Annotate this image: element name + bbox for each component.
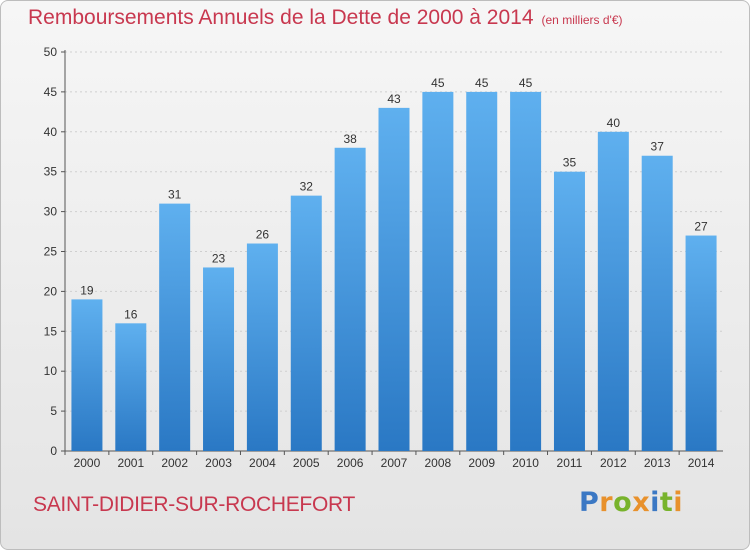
y-tick-label: 20 bbox=[44, 284, 58, 298]
logo-letter: r bbox=[599, 487, 614, 518]
bar bbox=[422, 91, 454, 452]
bar-value-label: 45 bbox=[519, 76, 533, 90]
bar bbox=[159, 203, 191, 451]
bar-value-label: 43 bbox=[387, 92, 401, 106]
y-tick-label: 15 bbox=[44, 324, 58, 338]
bar bbox=[115, 323, 147, 451]
bar bbox=[597, 131, 629, 452]
bar bbox=[290, 195, 322, 451]
y-tick-labels: 0 5 10 15 20 25 30 35 40 45 50 bbox=[44, 45, 65, 458]
bar-value-label: 31 bbox=[168, 188, 182, 202]
bar bbox=[685, 235, 717, 451]
proxiti-logo: Proxiti bbox=[579, 487, 683, 518]
bar-value-label: 35 bbox=[563, 156, 577, 170]
bar-value-label: 27 bbox=[694, 220, 708, 234]
bar-value-label: 19 bbox=[80, 283, 94, 297]
chart-unit: (en milliers d'€) bbox=[541, 13, 623, 27]
bar bbox=[203, 267, 235, 451]
logo-letter: P bbox=[579, 487, 600, 518]
logo-letter: o bbox=[613, 487, 633, 518]
title-line: Remboursements Annuels de la Dette de 20… bbox=[28, 6, 623, 30]
bar-value-label: 45 bbox=[475, 76, 489, 90]
x-tick-labels: 2000 2001 2002 2003 2004 2005 2006 2007 2008 2009… bbox=[64, 451, 715, 470]
logo-letter: i bbox=[673, 487, 684, 518]
x-tick-label: 2008 bbox=[425, 456, 452, 470]
y-tick-label: 45 bbox=[44, 85, 58, 99]
x-tick-label: 2005 bbox=[293, 456, 320, 470]
y-tick-label: 0 bbox=[50, 444, 57, 458]
y-tick-label: 10 bbox=[44, 364, 58, 378]
logo-letter: x bbox=[632, 487, 651, 518]
bar bbox=[378, 107, 410, 452]
y-tick-label: 50 bbox=[44, 45, 58, 59]
bar bbox=[246, 243, 278, 451]
y-tick-label: 35 bbox=[44, 165, 58, 179]
bar bbox=[71, 299, 103, 451]
x-tick-label: 2002 bbox=[161, 456, 188, 470]
y-tick-label: 5 bbox=[50, 404, 57, 418]
x-tick-label: 2014 bbox=[688, 456, 715, 470]
bar bbox=[641, 155, 673, 452]
logo-letter: t bbox=[659, 487, 674, 518]
bar bbox=[510, 91, 542, 452]
x-tick-label: 2009 bbox=[468, 456, 495, 470]
x-tick-label: 2007 bbox=[381, 456, 408, 470]
y-tick-label: 25 bbox=[44, 245, 58, 259]
bar-value-label: 16 bbox=[124, 307, 138, 321]
y-tick-label: 30 bbox=[44, 205, 58, 219]
x-tick-label: 2012 bbox=[600, 456, 627, 470]
chart-title: Remboursements Annuels de la Dette de 20… bbox=[28, 6, 534, 29]
x-tick-label: 2010 bbox=[512, 456, 539, 470]
x-tick-label: 2011 bbox=[557, 456, 583, 470]
bar bbox=[466, 91, 498, 452]
bar bbox=[553, 171, 585, 451]
bar-value-label: 45 bbox=[431, 76, 445, 90]
bar bbox=[334, 147, 366, 451]
bar-value-label: 37 bbox=[651, 140, 665, 154]
commune-name: SAINT-DIDIER-SUR-ROCHEFORT bbox=[33, 493, 355, 516]
bar-value-label: 26 bbox=[256, 228, 270, 242]
x-tick-label: 2004 bbox=[249, 456, 276, 470]
bar-value-label: 23 bbox=[212, 251, 226, 265]
bar-value-label: 40 bbox=[607, 116, 621, 130]
x-tick-label: 2003 bbox=[205, 456, 232, 470]
y-tick-label: 40 bbox=[44, 125, 58, 139]
x-tick-label: 2013 bbox=[644, 456, 671, 470]
x-tick-label: 2006 bbox=[337, 456, 364, 470]
bar-value-label: 38 bbox=[343, 132, 357, 146]
x-tick-label: 2001 bbox=[117, 456, 144, 470]
bars: 19 16 31 23 26 32 38 43 45 45 45 35 40 37 27 bbox=[71, 76, 717, 452]
bar-value-label: 32 bbox=[300, 180, 314, 194]
x-tick-label: 2000 bbox=[74, 456, 101, 470]
logo-letter: i bbox=[650, 487, 660, 518]
